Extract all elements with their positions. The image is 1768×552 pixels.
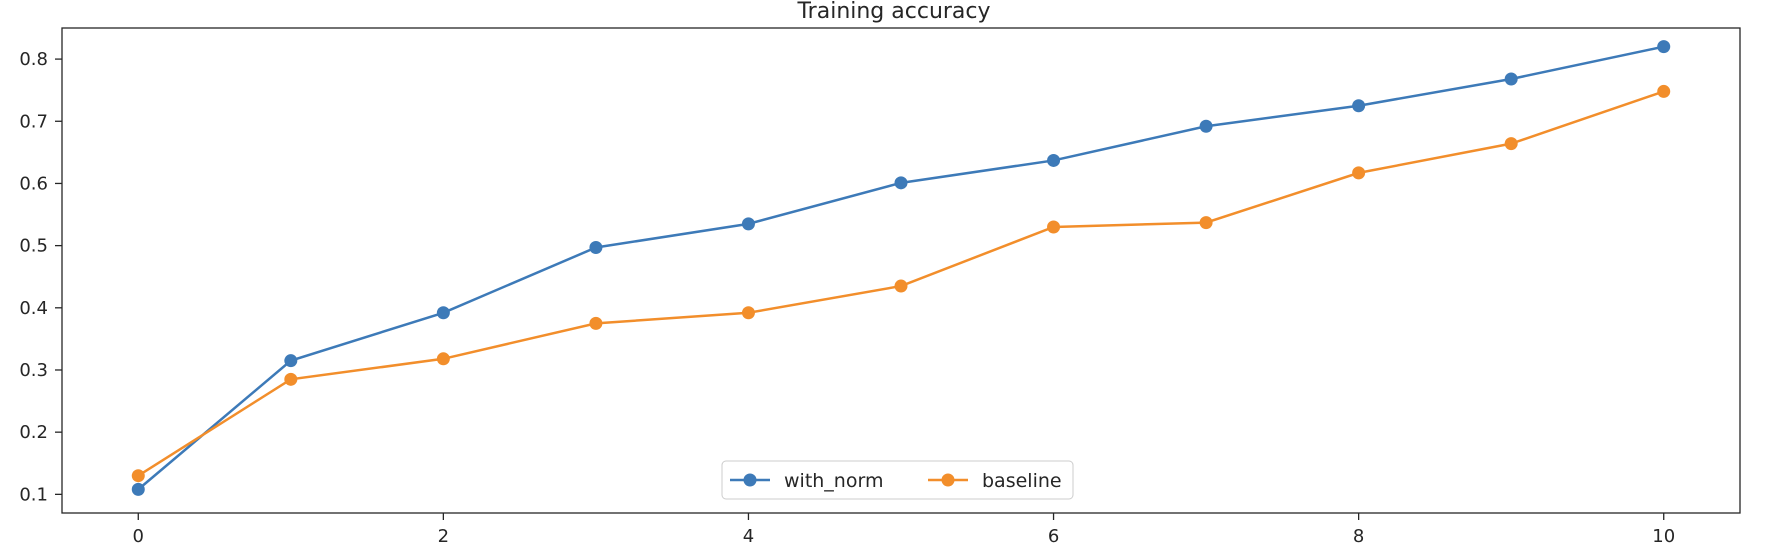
data-point-with_norm [1352, 99, 1366, 113]
data-point-with_norm [284, 354, 298, 368]
y-tick-label: 0.5 [19, 236, 48, 257]
y-tick-label: 0.2 [19, 422, 48, 443]
x-tick-label: 8 [1353, 526, 1364, 547]
series-line-with_norm [137, 45, 1664, 491]
data-point-with_norm [1504, 72, 1518, 86]
data-point-with_norm [589, 240, 603, 254]
legend: with_norm baseline [721, 460, 1074, 500]
data-point-baseline [741, 306, 755, 320]
x-tick-label: 0 [133, 526, 144, 547]
data-point-baseline [1047, 220, 1061, 234]
data-point-with_norm [436, 306, 450, 320]
x-tick-label: 2 [438, 526, 449, 547]
x-tick-label: 4 [743, 526, 754, 547]
y-tick-label: 0.7 [19, 111, 48, 132]
y-tick-label: 0.4 [19, 298, 48, 319]
series-layer [131, 40, 1671, 496]
legend-box [721, 460, 1074, 500]
data-point-with_norm [1047, 153, 1061, 167]
data-point-baseline [1352, 166, 1366, 180]
data-point-baseline [1199, 216, 1213, 230]
data-point-with_norm [131, 482, 145, 496]
data-point-baseline [894, 279, 908, 293]
data-point-baseline [589, 316, 603, 330]
data-point-baseline [284, 372, 298, 386]
y-tick-label: 0.6 [19, 173, 48, 194]
y-tick-label: 0.1 [19, 484, 48, 505]
data-point-baseline [131, 469, 145, 483]
legend-label-baseline: baseline [982, 470, 1062, 492]
y-tick-label: 0.8 [19, 49, 48, 70]
data-point-with_norm [1199, 119, 1213, 133]
x-tick-label: 6 [1048, 526, 1059, 547]
data-point-with_norm [741, 217, 755, 231]
x-axis: 0 2 4 6 8 10 [133, 513, 1675, 547]
data-point-baseline [1504, 137, 1518, 151]
data-point-with_norm [894, 176, 908, 190]
legend-label-with_norm: with_norm [784, 470, 883, 492]
data-point-with_norm [1657, 40, 1671, 54]
legend-marker-baseline [941, 473, 955, 487]
x-tick-label: 10 [1652, 526, 1675, 547]
plot-frame [61, 27, 1741, 514]
y-tick-label: 0.3 [19, 360, 48, 381]
data-point-baseline [436, 352, 450, 366]
legend-marker-with_norm [743, 473, 757, 487]
chart-title: Training accuracy [796, 0, 990, 24]
data-point-baseline [1657, 84, 1671, 98]
y-axis: 0.1 0.2 0.3 0.4 0.5 0.6 0.7 0.8 [19, 49, 62, 505]
